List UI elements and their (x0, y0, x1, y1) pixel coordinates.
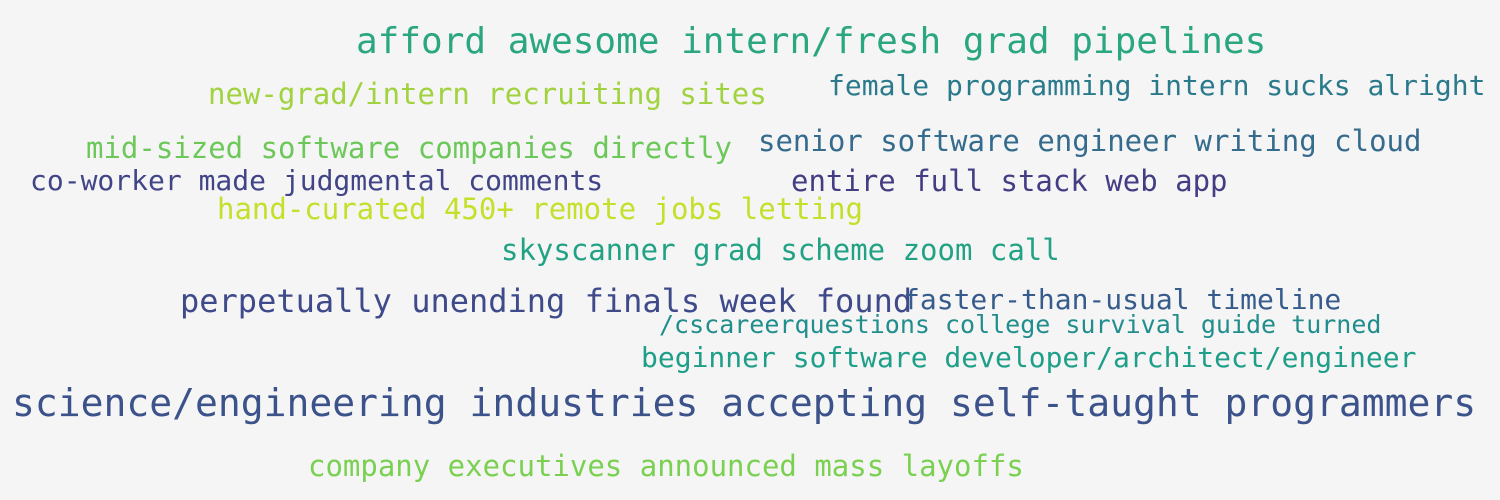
word-perpetually-unending-finals: perpetually unending finals week found (180, 282, 913, 320)
word-female-programming-intern: female programming intern sucks alright (828, 69, 1486, 102)
word-afford-awesome-intern: afford awesome intern/fresh grad pipelin… (356, 21, 1267, 62)
word-new-grad-recruiting: new-grad/intern recruiting sites (208, 77, 767, 111)
word-skyscanner-grad-scheme: skyscanner grad scheme zoom call (501, 233, 1060, 267)
word-mid-sized-software: mid-sized software companies directly (86, 131, 733, 165)
word-entire-full-stack: entire full stack web app (791, 164, 1228, 198)
word-cscareerquestions-guide: /cscareerquestions college survival guid… (659, 310, 1382, 339)
word-beginner-software-developer: beginner software developer/architect/en… (641, 341, 1417, 374)
word-senior-software-engineer: senior software engineer writing cloud (758, 124, 1422, 158)
word-faster-than-usual: faster-than-usual timeline (903, 283, 1342, 316)
word-science-engineering-industries: science/engineering industries accepting… (12, 381, 1477, 425)
word-hand-curated-remote-jobs: hand-curated 450+ remote jobs letting (217, 192, 864, 226)
word-company-executives-layoffs: company executives announced mass layoff… (308, 449, 1024, 483)
word-co-worker-comments: co-worker made judgmental comments (30, 164, 604, 197)
